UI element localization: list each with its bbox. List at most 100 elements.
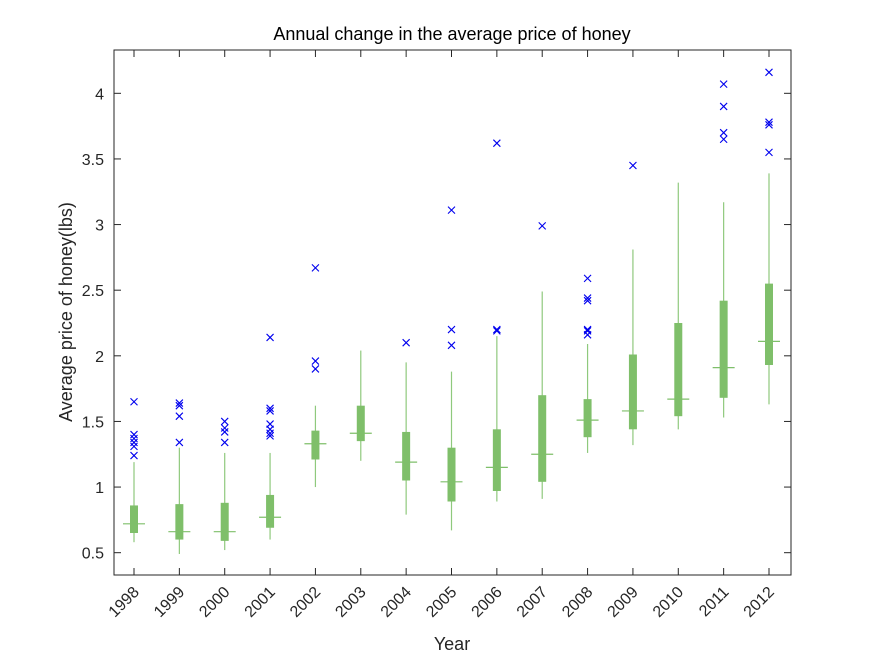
outlier-marker: [447, 341, 456, 350]
outlier-marker: [765, 148, 773, 157]
outlier-stroke: [130, 430, 138, 439]
box-group-2003: [349, 350, 372, 461]
outlier-marker: [130, 430, 138, 439]
box-group-2012: [758, 68, 780, 405]
outlier-marker: [447, 325, 456, 334]
outlier-stroke: [492, 139, 501, 148]
box: [492, 429, 501, 491]
y-tick-label: 0.5: [82, 546, 104, 563]
box-group-2010: [667, 182, 690, 430]
y-tick-label: 4: [95, 86, 104, 103]
box-group-1998: [123, 397, 145, 543]
outlier-marker: [765, 118, 773, 127]
outlier-stroke: [719, 80, 728, 89]
outlier-stroke: [492, 325, 501, 334]
y-tick-label: 1: [95, 480, 104, 497]
outlier-stroke: [583, 325, 592, 334]
outlier-stroke: [175, 438, 184, 447]
outlier-marker: [311, 365, 320, 373]
box-group-2002: [304, 263, 327, 488]
box-group-2007: [531, 221, 554, 499]
y-tick-label: 1.5: [82, 414, 104, 431]
box: [538, 395, 547, 482]
outlier-stroke: [266, 407, 274, 415]
outlier-marker: [175, 399, 184, 407]
outlier-marker: [175, 412, 184, 421]
chart-title: Annual change in the average price of ho…: [273, 24, 630, 44]
outlier-marker: [220, 417, 229, 426]
outlier-stroke: [311, 263, 320, 272]
outlier-marker: [719, 80, 728, 89]
outlier-marker: [583, 296, 592, 305]
box-group-2006: [485, 139, 508, 502]
box-group-2009: [621, 161, 644, 446]
outlier-stroke: [266, 420, 274, 428]
outlier-marker: [719, 102, 728, 111]
box-group-2004: [395, 338, 418, 515]
outlier-marker: [266, 407, 274, 415]
outlier-marker: [583, 294, 592, 302]
y-tick-label: 2: [95, 349, 104, 366]
y-axis-label: Average price of honey(lbs): [56, 202, 76, 422]
outlier-stroke: [266, 404, 274, 413]
box: [130, 505, 138, 533]
outlier-marker: [765, 120, 773, 129]
y-tick-label: 2.5: [82, 283, 104, 300]
outlier-marker: [266, 431, 274, 440]
outlier-marker: [175, 401, 184, 410]
y-tick-label: 3.5: [82, 152, 104, 169]
outlier-stroke: [583, 326, 592, 335]
outlier-stroke: [402, 338, 411, 347]
box-group-2000: [213, 417, 236, 551]
box: [628, 354, 637, 430]
outlier-stroke: [719, 135, 728, 144]
box-group-2008: [576, 274, 599, 453]
outlier-marker: [492, 326, 501, 335]
outlier-stroke: [311, 365, 320, 373]
outlier-marker: [447, 206, 456, 215]
outlier-stroke: [266, 431, 274, 440]
x-axis-label: Year: [434, 634, 470, 654]
outlier-stroke: [447, 206, 456, 215]
chart-marks: [123, 68, 780, 554]
outlier-marker: [719, 135, 728, 144]
outlier-marker: [130, 451, 138, 460]
box: [447, 447, 456, 502]
outlier-marker: [583, 325, 592, 334]
outlier-stroke: [447, 325, 456, 334]
box-group-2011: [712, 80, 735, 418]
outlier-marker: [538, 221, 547, 230]
outlier-stroke: [765, 118, 773, 127]
box: [356, 405, 365, 442]
outlier-marker: [266, 333, 274, 342]
outlier-marker: [266, 404, 274, 413]
outlier-stroke: [583, 294, 592, 302]
box: [765, 283, 773, 365]
box: [175, 504, 184, 540]
outlier-stroke: [175, 412, 184, 421]
outlier-stroke: [719, 128, 728, 137]
outlier-marker: [583, 274, 592, 283]
box: [674, 323, 683, 417]
outlier-marker: [629, 161, 637, 170]
outlier-marker: [402, 338, 411, 347]
box: [402, 431, 411, 481]
y-axis-ticks: 0.5 1 1.5 2 2.5 3 3.5 4: [82, 86, 791, 563]
outlier-stroke: [583, 296, 592, 305]
box-group-2005: [440, 206, 463, 531]
outlier-stroke: [175, 401, 184, 410]
box: [266, 494, 275, 528]
outlier-marker: [311, 357, 320, 365]
outlier-marker: [266, 420, 274, 428]
outlier-marker: [220, 438, 229, 447]
outlier-marker: [130, 397, 138, 406]
outlier-stroke: [583, 274, 592, 283]
outlier-stroke: [492, 326, 501, 335]
outlier-stroke: [719, 102, 728, 111]
outlier-marker: [311, 263, 320, 272]
outlier-stroke: [220, 438, 229, 447]
outlier-marker: [719, 128, 728, 137]
outlier-marker: [765, 68, 773, 77]
